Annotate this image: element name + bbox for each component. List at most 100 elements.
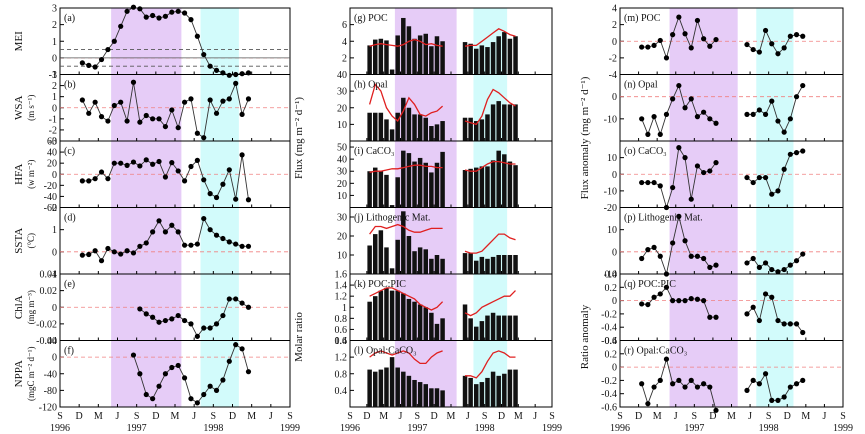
data-point	[651, 384, 657, 390]
data-point	[239, 152, 245, 158]
bar	[440, 41, 445, 75]
data-point	[143, 112, 149, 119]
data-point	[657, 291, 663, 297]
data-point	[793, 94, 800, 100]
data-point	[781, 45, 787, 51]
bar	[479, 119, 485, 141]
model-line	[464, 28, 516, 47]
bar	[384, 40, 389, 75]
panel-label: (c)	[64, 146, 75, 157]
bar	[496, 36, 501, 75]
data-point	[156, 383, 162, 389]
data-point	[682, 155, 688, 161]
data-point	[143, 240, 149, 246]
ytick-label: -20	[44, 181, 57, 192]
data-point	[682, 298, 688, 304]
bar	[462, 375, 468, 407]
bar	[474, 121, 479, 141]
ytick-label: 10	[607, 225, 617, 236]
xtick-label: S	[134, 411, 140, 422]
data-point	[701, 298, 707, 304]
data-point	[781, 266, 787, 273]
bar	[485, 315, 490, 341]
data-point	[645, 44, 651, 50]
data-point	[651, 179, 657, 186]
data-point	[175, 168, 181, 174]
bar	[474, 48, 479, 75]
ytick-label: 0	[52, 303, 57, 314]
bar	[423, 162, 428, 208]
data-point	[137, 243, 143, 249]
year-label: 1999	[542, 423, 562, 434]
data-point	[800, 377, 806, 383]
data-point	[744, 41, 750, 48]
data-point	[645, 401, 651, 407]
xtick-label: M	[801, 411, 810, 422]
data-point	[762, 111, 769, 117]
year-label: 1998	[759, 423, 779, 434]
data-point	[124, 118, 130, 124]
xtick-label: J	[192, 411, 196, 422]
bar	[479, 382, 485, 407]
data-point	[111, 38, 117, 44]
bar	[502, 315, 507, 341]
data-point	[793, 150, 800, 156]
panel-label: (o) CaCO₃	[624, 146, 667, 157]
data-point	[694, 163, 701, 169]
data-point	[707, 314, 713, 320]
data-point	[775, 397, 781, 403]
ytick-label: 2	[52, 20, 57, 31]
bar	[395, 177, 400, 208]
bar	[513, 369, 518, 407]
bar	[417, 35, 423, 75]
data-point	[220, 98, 226, 104]
data-point	[86, 110, 92, 116]
data-point	[670, 96, 676, 102]
xtick-label: D	[76, 411, 83, 422]
ytick-label: 30	[337, 213, 347, 224]
xtick-label: S	[766, 411, 772, 422]
data-point	[645, 301, 651, 308]
data-point	[769, 41, 775, 47]
bar	[406, 298, 412, 341]
data-point	[207, 63, 213, 69]
data-point	[137, 119, 143, 125]
ytick-label: 2	[342, 53, 347, 64]
data-point	[98, 258, 105, 264]
bar	[502, 373, 507, 407]
data-point	[793, 258, 800, 264]
data-point	[787, 384, 793, 390]
ytick-label: 2	[612, 20, 617, 31]
data-point	[781, 166, 787, 172]
bar	[412, 379, 417, 407]
bar	[389, 129, 395, 141]
bar	[496, 315, 501, 341]
data-point	[105, 118, 111, 124]
ytick-label: 1.6	[335, 270, 348, 281]
bar	[389, 268, 395, 274]
ytick-label: 40	[337, 155, 347, 166]
ytick-label: -0.04	[36, 336, 57, 347]
year-label: 1996	[50, 423, 70, 434]
data-point	[226, 296, 232, 302]
data-point	[143, 311, 149, 317]
data-point	[750, 255, 756, 262]
ytick-label: -3	[49, 137, 57, 148]
bar	[401, 97, 406, 141]
bar	[490, 160, 496, 208]
data-point	[181, 10, 188, 16]
bar	[417, 382, 423, 407]
ytick-label: -10	[604, 186, 617, 197]
panel-label: (j) Lithogenic Mat.	[354, 213, 430, 224]
bar	[434, 162, 440, 208]
bar	[389, 69, 395, 75]
bar	[434, 36, 440, 75]
data-point	[775, 118, 781, 124]
bar	[462, 304, 468, 341]
data-point	[233, 342, 239, 348]
xtick-label: S	[57, 411, 63, 422]
data-point	[194, 241, 200, 247]
ylabel: WSA	[13, 95, 25, 120]
